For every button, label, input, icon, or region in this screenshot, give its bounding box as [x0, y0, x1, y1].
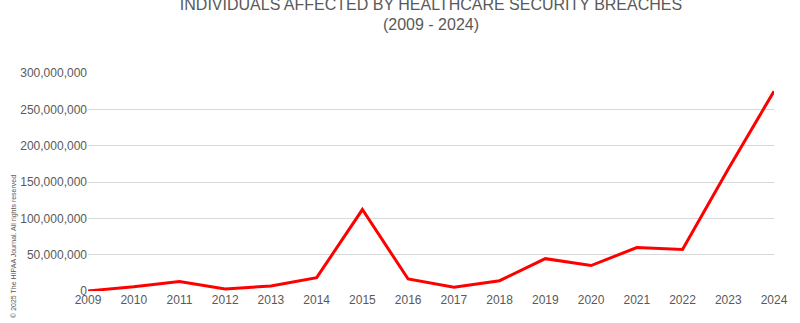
svg-text:0: 0	[80, 284, 87, 298]
svg-text:INDIVIDUALS AFFECTED BY HEALTH: INDIVIDUALS AFFECTED BY HEALTHCARE SECUR…	[180, 0, 682, 33]
svg-text:2010: 2010	[120, 293, 147, 307]
svg-text:2009: 2009	[75, 293, 102, 307]
svg-text:2015: 2015	[349, 293, 376, 307]
svg-text:2023: 2023	[715, 293, 742, 307]
svg-text:100,000,000: 100,000,000	[20, 212, 87, 226]
svg-text:2019: 2019	[532, 293, 559, 307]
svg-text:© 2025 The HIPAA Journal. All: © 2025 The HIPAA Journal. All rights res…	[10, 175, 18, 318]
svg-text:2018: 2018	[486, 293, 513, 307]
svg-text:2024: 2024	[761, 293, 788, 307]
svg-text:2013: 2013	[258, 293, 285, 307]
svg-text:300,000,000: 300,000,000	[20, 66, 87, 80]
svg-text:2022: 2022	[669, 293, 696, 307]
svg-text:2014: 2014	[303, 293, 330, 307]
svg-text:250,000,000: 250,000,000	[20, 103, 87, 117]
svg-text:2012: 2012	[212, 293, 239, 307]
svg-text:2017: 2017	[441, 293, 468, 307]
svg-text:2021: 2021	[623, 293, 650, 307]
svg-text:50,000,000: 50,000,000	[27, 248, 87, 262]
svg-text:2016: 2016	[395, 293, 422, 307]
svg-text:2020: 2020	[578, 293, 605, 307]
svg-text:200,000,000: 200,000,000	[20, 139, 87, 153]
svg-text:150,000,000: 150,000,000	[20, 175, 87, 189]
svg-text:2011: 2011	[167, 293, 193, 307]
